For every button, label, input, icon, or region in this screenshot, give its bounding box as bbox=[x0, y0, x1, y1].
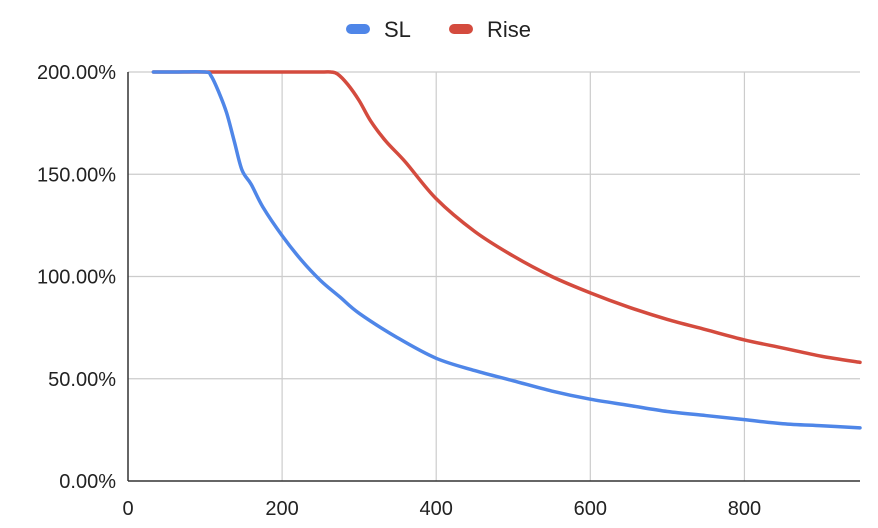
x-tick-label: 0 bbox=[122, 498, 133, 520]
x-tick-label: 400 bbox=[420, 498, 453, 520]
series-line-sl bbox=[151, 69, 862, 430]
y-tick-label: 150.00% bbox=[37, 164, 116, 186]
legend-label-rise: Rise bbox=[487, 17, 531, 42]
y-tick-label: 100.00% bbox=[37, 267, 116, 289]
x-tick-label: 600 bbox=[574, 498, 607, 520]
x-tick-label: 800 bbox=[728, 498, 761, 520]
y-tick-label: 0.00% bbox=[59, 471, 116, 493]
legend-swatch-rise bbox=[449, 24, 473, 34]
y-tick-label: 50.00% bbox=[48, 369, 116, 391]
axes bbox=[127, 72, 860, 482]
series-lines bbox=[151, 69, 862, 430]
x-axis-ticks: 0 200 400 600 800 bbox=[122, 498, 761, 520]
series-line-rise bbox=[151, 70, 862, 365]
legend-label-sl: SL bbox=[384, 17, 411, 42]
legend: SL Rise bbox=[346, 17, 531, 42]
x-tick-label: 200 bbox=[265, 498, 298, 520]
y-tick-label: 200.00% bbox=[37, 62, 116, 84]
legend-swatch-sl bbox=[346, 24, 370, 34]
y-axis-ticks: 0.00% 50.00% 100.00% 150.00% 200.00% bbox=[37, 62, 116, 493]
